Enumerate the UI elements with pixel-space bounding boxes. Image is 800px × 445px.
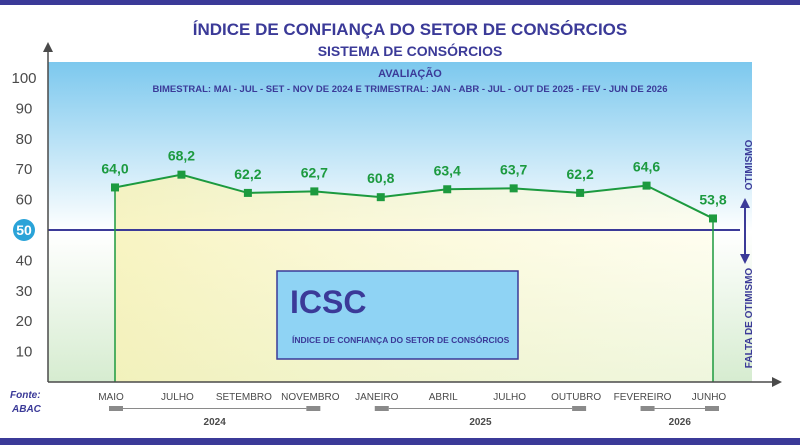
y-axis-arrow — [43, 42, 53, 52]
data-point — [310, 187, 319, 196]
source-value: ABAC — [11, 404, 42, 415]
threshold-badge — [13, 219, 35, 241]
icsc-box-subtitle: ÍNDICE DE CONFIANÇA DO SETOR DE CONSÓRCI… — [292, 334, 510, 345]
y-tick-label: 70 — [16, 161, 33, 178]
year-groups: 2024 2025 2026 — [109, 406, 719, 428]
icsc-box-title: ICSC — [290, 284, 366, 320]
bottom-frame-bar — [0, 438, 800, 445]
data-label: 60,8 — [367, 170, 394, 186]
data-point — [243, 188, 252, 197]
chart-title: ÍNDICE DE CONFIANÇA DO SETOR DE CONSÓRCI… — [193, 20, 627, 39]
data-point — [642, 181, 651, 190]
year-label: 2026 — [669, 417, 692, 428]
y-tick-label: 100 — [11, 70, 36, 87]
year-bracket-right — [572, 406, 587, 411]
y-tick-label: 20 — [16, 313, 33, 330]
y-axis-ticks: 10 20 30 40 60 70 80 90 100 — [11, 70, 36, 361]
x-tick-label: ABRIL — [429, 392, 458, 403]
source-label: Fonte: — [10, 390, 41, 401]
x-tick-label: MAIO — [98, 392, 124, 403]
data-label: 62,2 — [234, 166, 261, 182]
optimism-label: OTIMISMO — [744, 140, 755, 191]
value-labels: 64,0 68,2 62,2 62,7 60,8 63,4 63,7 62,2 64,6 53,8 — [101, 148, 726, 208]
x-tick-label: JULHO — [493, 392, 526, 403]
evaluation-label: AVALIAÇÃO — [378, 67, 442, 80]
x-tick-label: NOVEMBRO — [281, 392, 340, 403]
data-label: 63,4 — [434, 162, 461, 178]
data-label: 64,6 — [633, 159, 660, 175]
threshold-label: 50 — [16, 222, 32, 238]
y-tick-label: 90 — [16, 100, 33, 117]
x-tick-label: FEVEREIRO — [614, 392, 672, 403]
year-label: 2024 — [204, 417, 227, 428]
x-tick-label: JANEIRO — [355, 392, 399, 403]
data-label: 53,8 — [699, 191, 726, 207]
year-bracket-left — [374, 406, 389, 411]
data-point — [576, 188, 585, 197]
optimism-arrow-up — [740, 198, 750, 208]
optimism-arrow-down — [740, 254, 750, 264]
data-label: 62,2 — [566, 166, 593, 182]
x-tick-label: JUNHO — [692, 392, 727, 403]
y-tick-label: 30 — [16, 283, 33, 300]
data-point — [509, 184, 518, 193]
year-bracket-right — [705, 406, 719, 411]
y-tick-label: 80 — [16, 131, 33, 148]
data-point — [111, 183, 119, 192]
series-markers — [111, 170, 717, 223]
data-point — [376, 193, 385, 202]
year-bracket-right — [306, 406, 321, 411]
y-tick-label: 40 — [16, 252, 33, 269]
data-label: 64,0 — [101, 160, 128, 176]
year-bracket-left — [640, 406, 655, 411]
x-axis-arrow — [772, 377, 782, 387]
y-tick-label: 10 — [16, 344, 33, 361]
year-label: 2025 — [469, 417, 492, 428]
lack-optimism-label: FALTA DE OTIMISMO — [744, 268, 755, 369]
top-frame-bar — [0, 0, 800, 5]
chart-subtitle: SISTEMA DE CONSÓRCIOS — [318, 42, 503, 59]
data-label: 62,7 — [301, 164, 328, 180]
evaluation-detail: BIMESTRAL: MAI - JUL - SET - NOV DE 2024… — [152, 84, 667, 95]
x-tick-label: JULHO — [161, 392, 194, 403]
data-label: 68,2 — [168, 148, 195, 164]
icsc-box — [276, 270, 519, 360]
data-point — [177, 170, 186, 179]
x-tick-label: OUTUBRO — [551, 392, 601, 403]
y-tick-label: 60 — [16, 192, 33, 209]
data-point — [443, 185, 452, 194]
data-label: 63,7 — [500, 161, 527, 177]
x-tick-label: SETEMBRO — [216, 392, 272, 403]
year-bracket-left — [109, 406, 123, 411]
series-line — [114, 173, 714, 220]
x-axis-labels: MAIO JULHO SETEMBRO NOVEMBRO JANEIRO ABRIL JUL… — [98, 392, 726, 403]
data-point — [709, 214, 717, 223]
